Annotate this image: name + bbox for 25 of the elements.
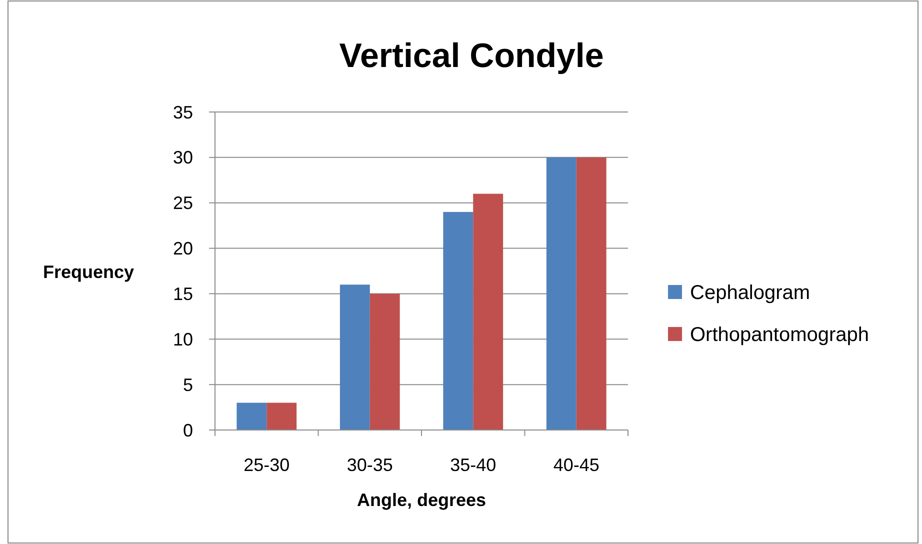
x-tick-label: 40-45 [553, 455, 600, 475]
bar [236, 402, 267, 430]
x-axis-title: Angle, degrees [356, 490, 486, 510]
x-tick-label: 25-30 [244, 455, 290, 475]
y-tick-label: 0 [182, 420, 193, 440]
bar [266, 402, 297, 430]
y-axis-title: Frequency [43, 262, 134, 282]
x-tick-label: 35-40 [450, 455, 496, 475]
bar [576, 157, 606, 430]
y-tick-label: 35 [172, 102, 193, 122]
chart-title: Vertical Condyle [339, 37, 604, 75]
y-tick-label: 20 [172, 238, 193, 259]
bar [370, 294, 400, 430]
y-tick-label: 5 [182, 374, 193, 395]
bar [546, 157, 576, 430]
y-tick-label: 10 [172, 329, 193, 350]
bar [473, 194, 504, 430]
legend-label: Orthopantomograph [690, 324, 870, 346]
y-tick-label: 25 [172, 193, 193, 214]
bar [443, 212, 474, 430]
bar [340, 284, 370, 430]
y-tick-label: 30 [172, 148, 193, 168]
y-tick-label: 15 [172, 284, 193, 304]
x-tick-label: 30-35 [346, 455, 393, 475]
legend-label: Cephalogram [690, 282, 810, 304]
